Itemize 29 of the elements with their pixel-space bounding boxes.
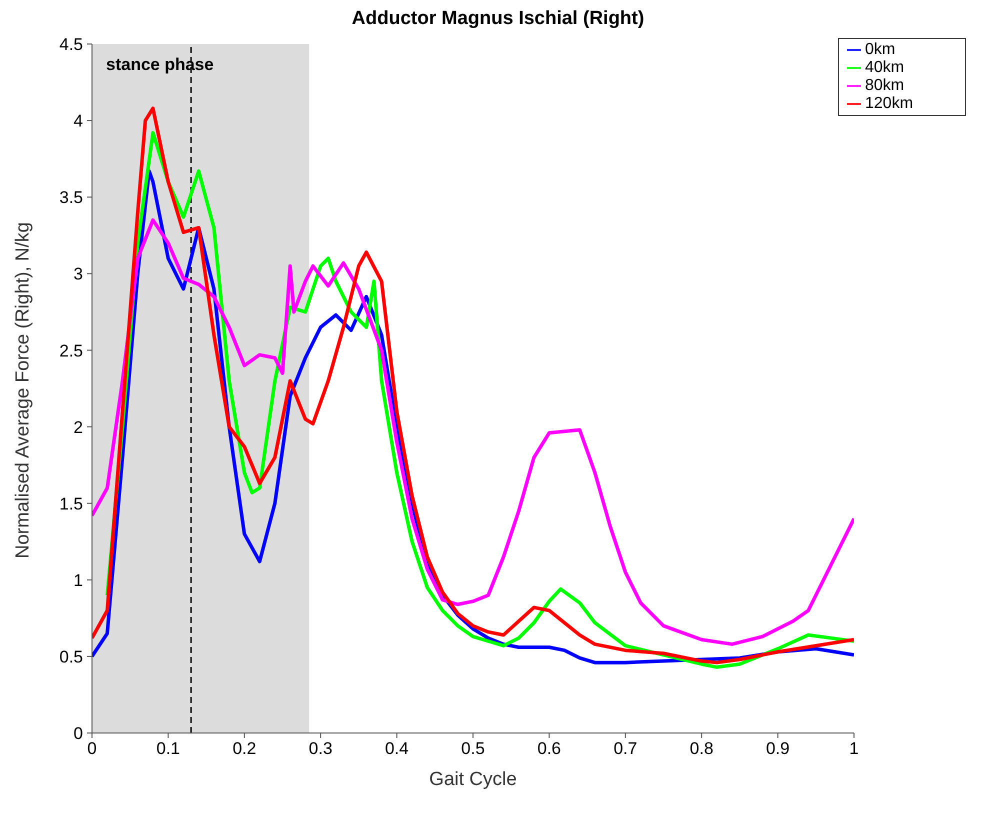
chart-title: Adductor Magnus Ischial (Right) — [350, 8, 646, 30]
x-tick-label: 0.9 — [766, 739, 790, 758]
legend-label: 40km — [865, 59, 904, 76]
legend-label: 120km — [865, 95, 914, 112]
y-tick-label: 3.5 — [59, 188, 83, 208]
x-tick-label: 0 — [87, 739, 97, 758]
x-tick-label: 0.3 — [308, 739, 332, 758]
x-tick-label: 0.7 — [614, 739, 638, 758]
y-tick-label: 1.5 — [59, 494, 83, 514]
y-tick-label: 4 — [74, 112, 83, 131]
y-tick-label: 2 — [74, 418, 83, 437]
x-tick-label: 0.2 — [232, 739, 256, 758]
y-axis-title: Normalised Average Force (Right), N/kg — [12, 222, 34, 558]
band-label: stance phase — [106, 55, 214, 74]
y-tick-label: 2.5 — [59, 341, 83, 360]
x-tick-label: 0.8 — [690, 739, 714, 758]
x-tick-label: 0.4 — [384, 739, 409, 758]
y-tick-label: 4.5 — [59, 35, 83, 54]
y-tick-label: 3 — [74, 264, 83, 284]
x-tick-label: 0.1 — [156, 739, 180, 758]
legend-label: 80km — [865, 77, 904, 94]
x-tick-label: 1 — [849, 739, 859, 758]
x-tick-label: 0.6 — [537, 739, 562, 758]
x-tick-label: 0.5 — [461, 739, 485, 758]
y-tick-label: 0.5 — [59, 647, 83, 666]
x-axis-title: Gait Cycle — [429, 769, 517, 790]
y-tick-label: 1 — [74, 570, 83, 590]
y-tick-label: 0 — [74, 724, 83, 744]
legend-label: 0km — [865, 41, 896, 58]
